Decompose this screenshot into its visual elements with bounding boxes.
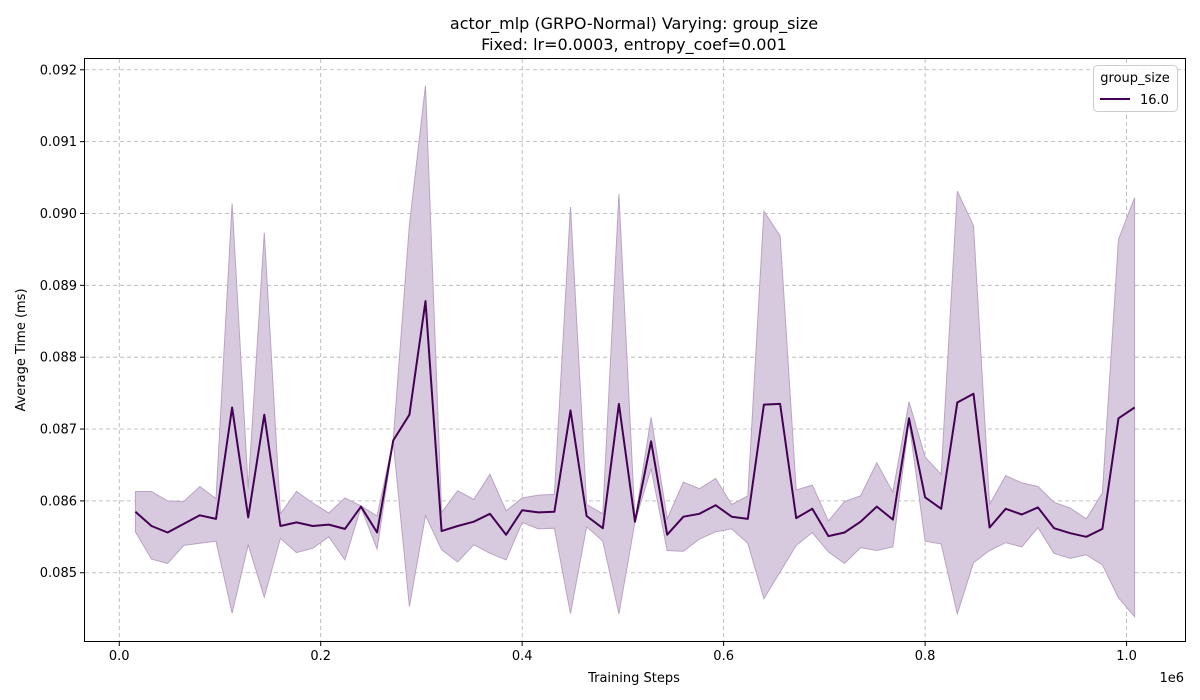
x-axis-label: Training Steps (587, 671, 680, 686)
legend-title: group_size (1100, 71, 1169, 86)
y-axis: 0.085 0.086 0.087 0.088 0.089 0.090 0.091 0.092 (40, 63, 85, 581)
y-tick-label: 0.086 (40, 494, 77, 509)
confidence-band (134, 85, 1136, 618)
y-tick-label: 0.092 (40, 63, 77, 78)
series-lines (134, 300, 1136, 538)
y-tick-label: 0.090 (40, 207, 77, 222)
x-axis: 0.0 0.2 0.4 0.6 0.8 1.0 (109, 641, 1137, 664)
x-axis-offset-label: 1e6 (1159, 671, 1184, 686)
series-line-0 (134, 300, 1136, 538)
series-band-0 (134, 85, 1136, 618)
y-tick-label: 0.091 (40, 135, 77, 150)
x-tick-label: 0.2 (310, 649, 331, 664)
legend: group_size 16.0 (1093, 65, 1178, 112)
legend-entry-label: 16.0 (1140, 93, 1169, 108)
x-tick-label: 0.0 (109, 649, 130, 664)
y-tick-label: 0.087 (40, 423, 77, 438)
y-tick-label: 0.088 (40, 351, 77, 366)
chart-subtitle: Fixed: lr=0.0003, entropy_coef=0.001 (481, 35, 787, 55)
chart-title: actor_mlp (GRPO-Normal) Varying: group_s… (450, 14, 818, 34)
y-axis-label: Average Time (ms) (14, 288, 29, 411)
grid (85, 59, 1185, 641)
y-tick-label: 0.089 (40, 279, 77, 294)
x-tick-label: 0.6 (713, 649, 734, 664)
x-tick-label: 1.0 (1116, 649, 1137, 664)
x-tick-label: 0.8 (915, 649, 936, 664)
x-tick-label: 0.4 (512, 649, 533, 664)
plot-frame (84, 58, 1186, 642)
y-tick-label: 0.085 (40, 566, 77, 581)
